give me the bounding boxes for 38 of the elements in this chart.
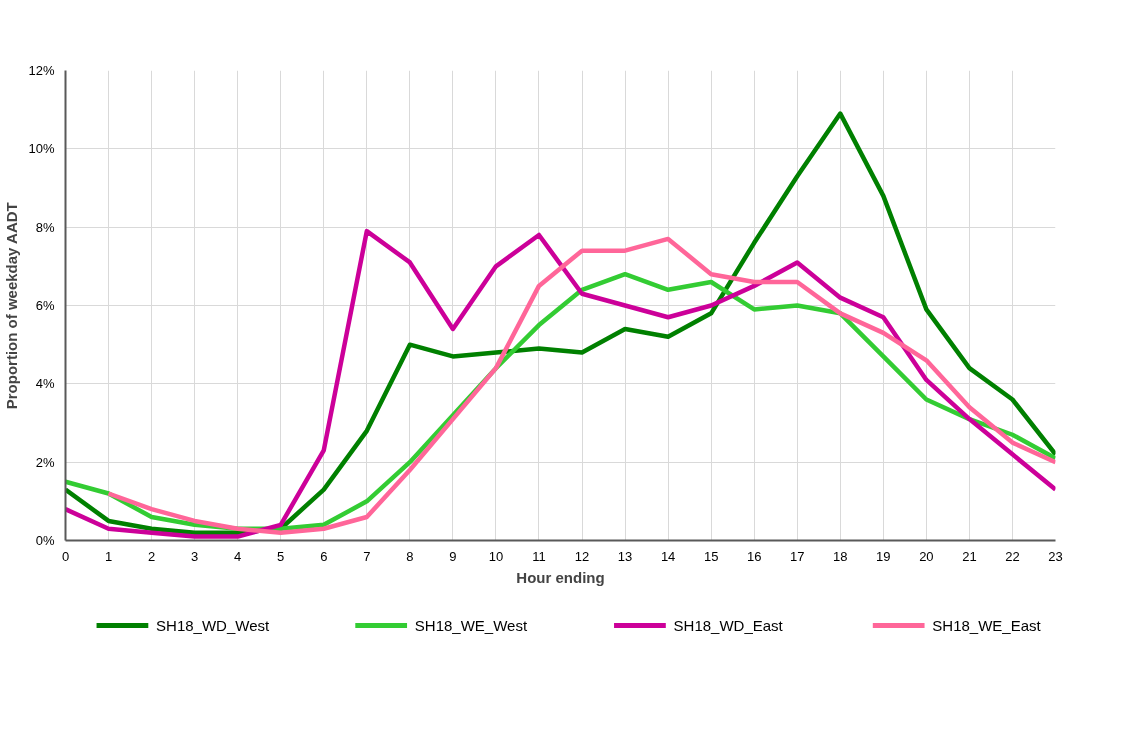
x-tick-label: 20 [919, 548, 934, 564]
x-tick-label: 17 [790, 548, 805, 564]
x-tick-label: 21 [962, 548, 977, 564]
x-tick-label: 15 [703, 548, 719, 564]
y-tick-label: 10% [28, 141, 55, 157]
y-tick-label: 6% [35, 298, 55, 313]
x-tick-label: 5 [277, 548, 285, 564]
x-tick-label: 6 [320, 548, 328, 564]
y-tick-label: 4% [35, 376, 55, 392]
x-tick-label: 19 [876, 548, 891, 564]
x-tick-label: 22 [1005, 548, 1020, 564]
x-tick-label: 8 [406, 548, 414, 564]
x-tick-label: 10 [488, 548, 504, 564]
x-tick-label: 3 [191, 548, 199, 564]
x-tick-label: 13 [617, 548, 633, 564]
x-tick-label: 4 [234, 548, 242, 564]
x-axis-title: Hour ending [516, 568, 605, 586]
legend-label: SH18_WD_West [156, 617, 270, 634]
legend-label: SH18_WE_East [932, 617, 1042, 634]
x-tick-label: 23 [1048, 548, 1063, 564]
x-tick-label: 7 [363, 548, 371, 564]
x-tick-label: 9 [449, 548, 457, 564]
line-series [65, 111, 1056, 535]
x-tick-label: 2 [147, 548, 156, 564]
y-axis-title: Proportion of weekday AADT [3, 202, 21, 410]
x-tick-label: 11 [532, 548, 546, 564]
x-tick-label: 12 [574, 548, 590, 564]
y-tick-label: 0% [35, 533, 55, 548]
x-tick-label: 16 [746, 548, 762, 564]
y-tick-label: 2% [35, 454, 55, 470]
legend-label: SH18_WD_East [673, 617, 784, 634]
y-tick-label: 12% [28, 63, 55, 78]
x-tick-label: 18 [833, 548, 848, 564]
legend-label: SH18_WE_West [414, 617, 528, 634]
x-tick-label: 1 [104, 548, 113, 564]
x-tick-label: 14 [660, 548, 676, 564]
x-tick-label: 0 [61, 548, 70, 564]
y-tick-label: 8% [35, 219, 55, 235]
